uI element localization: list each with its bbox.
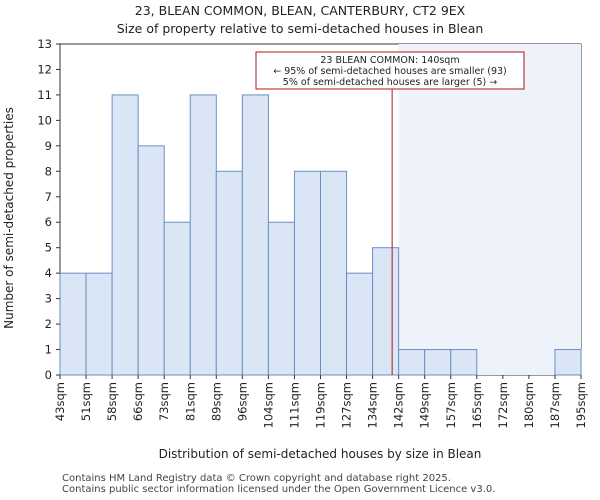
footer-line-2: Contains public sector information licen…: [62, 484, 496, 495]
x-tick-label: 58sqm: [105, 382, 119, 421]
y-tick-label: 7: [45, 190, 52, 204]
x-tick-label: 149sqm: [418, 382, 432, 428]
bar-157sqm: [450, 349, 478, 376]
x-tick-label: 111sqm: [287, 382, 301, 428]
annotation-rect: [255, 51, 525, 90]
bar-43sqm: [59, 272, 87, 376]
x-axis-label: Distribution of semi-detached houses by …: [159, 447, 482, 461]
y-tick-label: 12: [37, 62, 52, 76]
y-tick-label: 6: [45, 215, 52, 229]
footer-line-1: Contains HM Land Registry data © Crown c…: [62, 473, 451, 484]
bar-81sqm: [189, 94, 217, 376]
y-tick-label: 4: [45, 266, 52, 280]
chart-subtitle: Size of property relative to semi-detach…: [117, 21, 484, 36]
y-tick-label: 3: [45, 292, 52, 306]
x-tick-label: 127sqm: [340, 382, 354, 428]
bar-96sqm: [241, 94, 269, 376]
bar-127sqm: [346, 272, 374, 376]
x-ticks: 43sqm 51sqm 58sqm 66sqm 73sqm 81sqm 89sqm 96sqm…: [53, 375, 588, 428]
x-tick-label: 180sqm: [522, 382, 536, 428]
chart: 23, BLEAN COMMON, BLEAN, CANTERBURY, CT2…: [2, 3, 588, 461]
y-tick-label: 10: [37, 113, 52, 127]
annotation-line-3: 5% of semi-detached houses are larger (5…: [283, 77, 497, 88]
x-tick-label: 134sqm: [366, 382, 380, 428]
y-tick-label: 2: [45, 317, 52, 331]
bar-187sqm: [554, 349, 582, 376]
y-tick-label: 0: [45, 368, 52, 382]
x-tick-label: 81sqm: [183, 382, 197, 421]
x-tick-label: 89sqm: [209, 382, 223, 421]
y-tick-label: 5: [45, 241, 52, 255]
x-tick-label: 104sqm: [261, 382, 275, 428]
annotation-box: 23 BLEAN COMMON: 140sqm ← 95% of semi-de…: [255, 51, 525, 90]
highlight-region: [398, 44, 581, 375]
x-tick-label: 43sqm: [53, 382, 67, 421]
bar-89sqm: [215, 170, 243, 376]
x-tick-label: 187sqm: [548, 382, 562, 428]
y-tick-label: 11: [37, 88, 52, 102]
y-tick-label: 13: [37, 37, 52, 51]
x-tick-label: 119sqm: [314, 382, 328, 428]
y-axis-label: Number of semi-detached properties: [2, 107, 16, 329]
bar-73sqm: [163, 221, 191, 376]
chart-title: 23, BLEAN COMMON, BLEAN, CANTERBURY, CT2…: [135, 3, 466, 18]
bar-149sqm: [424, 349, 452, 376]
bar-111sqm: [293, 170, 322, 376]
bar-104sqm: [267, 221, 295, 376]
x-tick-label: 96sqm: [235, 382, 249, 421]
y-tick-label: 9: [45, 139, 52, 153]
annotation-line-1: 23 BLEAN COMMON: 140sqm: [320, 55, 459, 66]
y-tick-label: 1: [45, 343, 52, 357]
x-tick-label: 51sqm: [79, 382, 93, 421]
x-tick-label: 172sqm: [496, 382, 510, 428]
bar-51sqm: [85, 272, 113, 376]
y-tick-label: 8: [45, 164, 52, 178]
x-tick-label: 73sqm: [157, 382, 171, 421]
x-tick-label: 66sqm: [131, 382, 145, 421]
bar-119sqm: [320, 170, 348, 376]
x-tick-label: 142sqm: [392, 382, 406, 428]
bar-142sqm: [398, 349, 426, 376]
x-tick-label: 157sqm: [444, 382, 458, 428]
bars: [59, 94, 582, 376]
annotation-line-2: ← 95% of semi-detached houses are smalle…: [273, 66, 507, 77]
bar-58sqm: [111, 94, 139, 376]
bar-134sqm: [372, 247, 400, 376]
bar-66sqm: [137, 145, 165, 376]
x-tick-label: 165sqm: [470, 382, 484, 428]
x-tick-label: 195sqm: [574, 382, 588, 428]
